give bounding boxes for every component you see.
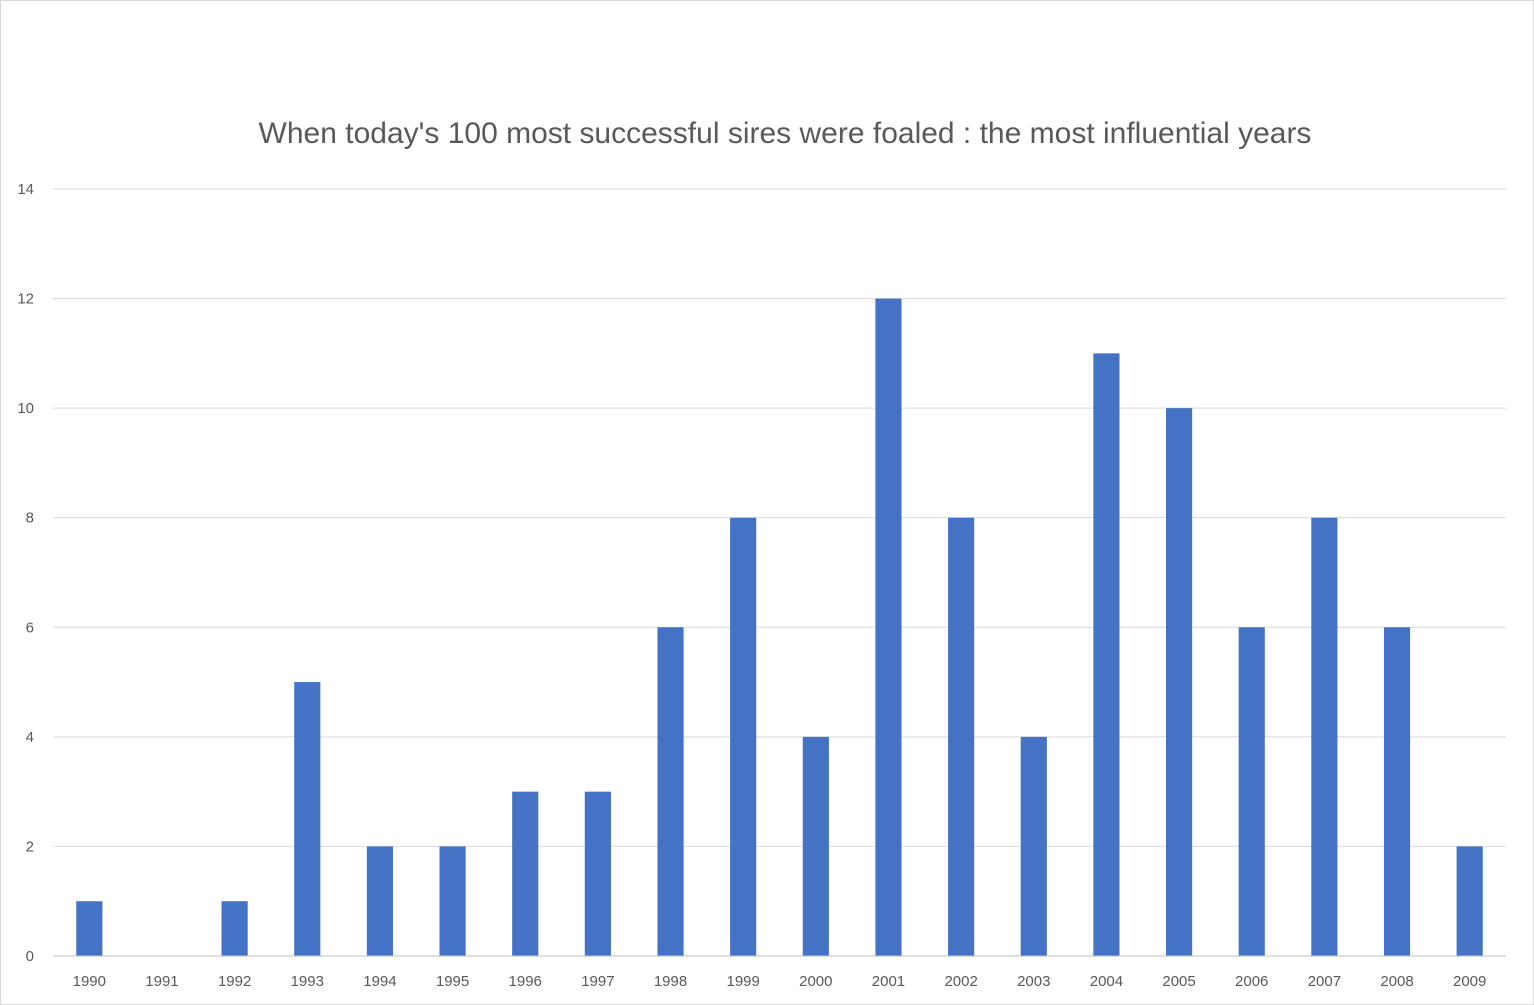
x-tick-label: 2004	[1090, 973, 1123, 990]
bar-2001	[875, 298, 902, 957]
chart-title: When today's 100 most successful sires w…	[259, 117, 1312, 150]
y-tick-label: 12	[17, 291, 34, 308]
x-tick-label: 1996	[509, 973, 542, 990]
x-tick-label: 1999	[726, 973, 759, 990]
y-tick-label: 4	[26, 729, 34, 746]
y-tick-label: 2	[26, 838, 34, 855]
x-tick-label: 2000	[799, 973, 832, 990]
bar-1992	[221, 901, 248, 956]
x-tick-label: 2003	[1017, 973, 1050, 990]
bar-1999	[730, 517, 757, 956]
bar-2003	[1020, 736, 1047, 956]
gridlines	[53, 188, 1506, 847]
bar-2006	[1238, 627, 1265, 956]
bar-2008	[1383, 627, 1411, 956]
bar-1990	[76, 901, 103, 956]
bar-1996	[512, 791, 539, 956]
bar-1993	[294, 682, 321, 956]
y-tick-label: 10	[17, 400, 34, 417]
x-tick-label: 1990	[73, 973, 106, 990]
bar-2004	[1093, 353, 1120, 956]
x-tick-label: 2009	[1453, 973, 1486, 990]
x-tick-label: 2006	[1235, 973, 1268, 990]
bar-2009	[1456, 846, 1483, 956]
x-tick-label: 2007	[1308, 973, 1341, 990]
bar-1998	[657, 627, 684, 956]
bar-2002	[948, 517, 975, 956]
bar-2007	[1311, 517, 1338, 956]
bar-2000	[802, 736, 829, 956]
x-tick-label: 1993	[291, 973, 324, 990]
bars	[76, 298, 1483, 957]
x-tick-label: 1991	[145, 973, 178, 990]
x-tick-label: 1997	[581, 973, 614, 990]
x-axis-ticks: 1990 1991 1992 1993 1994 1995 1996 1997 1998 1999…	[73, 973, 1487, 990]
y-tick-label: 14	[17, 181, 34, 198]
x-tick-label: 2005	[1162, 973, 1195, 990]
bar-1997	[584, 791, 611, 956]
y-tick-label: 0	[26, 948, 34, 965]
y-tick-label: 6	[26, 619, 34, 636]
x-tick-label: 1994	[363, 973, 396, 990]
y-tick-label: 8	[26, 510, 34, 527]
bar-1994	[366, 846, 394, 956]
x-tick-label: 2002	[944, 973, 977, 990]
y-axis-ticks: 0 2 4 6 8 10 12 14	[17, 181, 34, 965]
x-tick-label: 2008	[1380, 973, 1413, 990]
bar-2005	[1165, 408, 1193, 957]
x-tick-label: 1995	[436, 973, 469, 990]
x-tick-label: 1992	[218, 973, 251, 990]
bar-1995	[439, 846, 466, 956]
x-tick-label: 1998	[654, 973, 687, 990]
x-tick-label: 2001	[872, 973, 905, 990]
